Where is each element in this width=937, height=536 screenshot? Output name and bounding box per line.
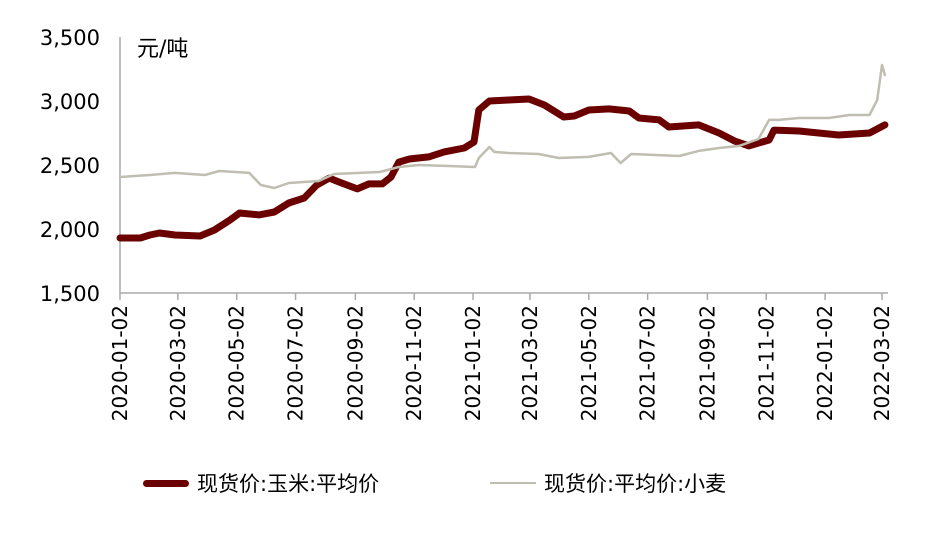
legend-item-corn: 现货价:玉米:平均价 — [143, 468, 379, 498]
x-tick-label: 2020-05-02 — [225, 305, 249, 421]
y-tick-label: 2,500 — [40, 154, 100, 178]
series-line-corn — [116, 95, 889, 242]
legend-item-wheat: 现货价:平均价:小麦 — [490, 468, 726, 498]
x-tick-label: 2020-09-02 — [343, 305, 367, 421]
x-tick-label: 2021-03-02 — [518, 305, 542, 421]
legend-swatch-wheat — [490, 482, 536, 484]
x-tick-label: 2020-01-02 — [108, 305, 132, 421]
y-tick-label: 3,500 — [40, 26, 100, 50]
legend-label-wheat: 现货价:平均价:小麦 — [544, 472, 727, 496]
legend-swatch-corn — [143, 479, 189, 487]
y-tick-label: 1,500 — [40, 282, 100, 306]
x-tick-label: 2020-11-02 — [402, 305, 426, 421]
y-tick-label: 3,000 — [40, 90, 100, 114]
legend-label-corn: 现货价:玉米:平均价 — [197, 472, 380, 496]
series-line-wheat — [118, 63, 887, 190]
unit-label: 元/吨 — [137, 37, 188, 62]
x-tick-label: 2020-03-02 — [166, 305, 190, 421]
x-tick-label: 2022-03-02 — [870, 305, 894, 421]
x-tick-label: 2020-07-02 — [284, 305, 308, 421]
x-tick-label: 2021-11-02 — [754, 305, 778, 421]
x-tick-label: 2021-07-02 — [636, 305, 660, 421]
x-tick-label: 2021-01-02 — [461, 305, 485, 421]
x-tick-label: 2021-05-02 — [577, 305, 601, 421]
x-tick-label: 2021-09-02 — [695, 305, 719, 421]
y-tick-label: 2,000 — [40, 218, 100, 242]
x-tick-label: 2022-01-02 — [813, 305, 837, 421]
